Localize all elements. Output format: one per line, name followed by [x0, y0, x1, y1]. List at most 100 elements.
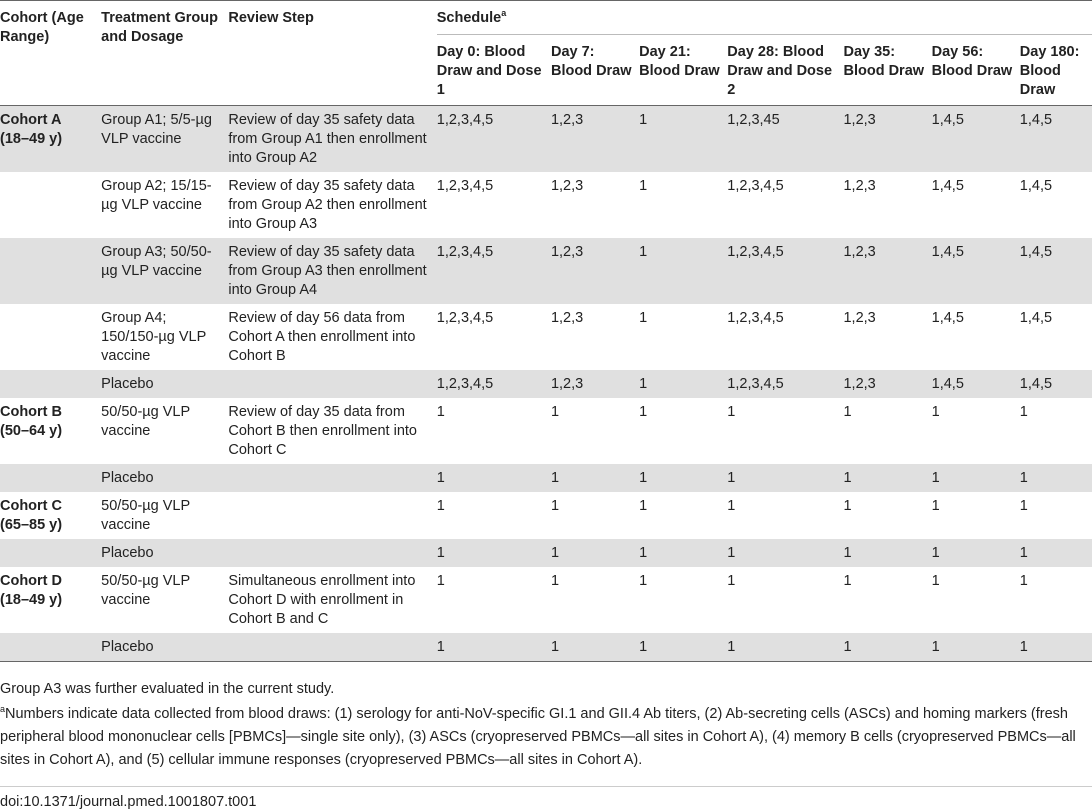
header-treatment: Treatment Group and Dosage — [93, 0, 229, 106]
schedule-cell: 1,2,3,4,5 — [436, 178, 494, 194]
schedule-cell: 1,2,3 — [843, 178, 876, 194]
header-day-0: Day 0: Blood Draw and Dose 1 — [436, 34, 551, 106]
schedule-cell: 1 — [436, 404, 445, 420]
schedule-footnote-marker: a — [501, 8, 507, 19]
schedule-cell: 1 — [727, 633, 844, 662]
schedule-cell: 1,4,5 — [931, 105, 1020, 172]
schedule-cell: 1,4,5 — [931, 238, 1020, 304]
study-note: Group A3 was further evaluated in the cu… — [0, 681, 335, 697]
review-cell — [228, 464, 437, 492]
cohort-cell: Cohort B (50–64 y) — [0, 404, 63, 439]
schedule-cell: 1 — [727, 539, 844, 567]
doi-line: doi:10.1371/journal.pmed.1001807.t001 — [0, 786, 1092, 812]
treatment-cell: 50/50-µg VLP vaccine — [101, 498, 190, 533]
schedule-cell: 1 — [639, 464, 728, 492]
schedule-cell: 1 — [639, 238, 728, 304]
table-body: Cohort A (18–49 y) Group A1; 5/5-µg VLP v… — [0, 105, 1092, 662]
treatment-cell: 50/50-µg VLP vaccine — [101, 573, 190, 608]
schedule-cell: 1 — [1019, 539, 1092, 567]
cohort-cell — [0, 370, 94, 398]
schedule-cell: 1,2,3 — [843, 310, 876, 326]
treatment-cell: Group A2; 15/15-µg VLP vaccine — [101, 178, 212, 213]
schedule-cell: 1 — [931, 498, 940, 514]
schedule-cell: 1 — [550, 539, 640, 567]
schedule-cell: 1 — [436, 498, 445, 514]
review-cell: Review of day 35 data from Cohort B then… — [228, 404, 417, 458]
schedule-cell: 1 — [1019, 464, 1092, 492]
cohort-cell: Cohort A (18–49 y) — [0, 105, 94, 172]
schedule-cell: 1,4,5 — [1019, 178, 1053, 194]
schedule-cell: 1 — [550, 633, 640, 662]
schedule-cell: 1 — [436, 464, 551, 492]
treatment-cell: Placebo — [93, 633, 229, 662]
review-cell — [228, 492, 436, 539]
schedule-cell: 1,4,5 — [1019, 105, 1092, 172]
schedule-cell: 1 — [931, 404, 940, 420]
schedule-cell: 1,2,3 — [843, 105, 932, 172]
schedule-cell: 1,4,5 — [931, 178, 964, 194]
footnote-text: Numbers indicate data collected from blo… — [0, 706, 1076, 768]
header-day-35: Day 35: Blood Draw — [843, 34, 932, 106]
review-cell: Review of day 35 safety data from Group … — [228, 105, 437, 172]
schedule-cell: 1 — [727, 464, 844, 492]
schedule-cell: 1 — [1019, 633, 1092, 662]
review-cell — [228, 633, 437, 662]
schedule-cell: 1,2,3 — [550, 105, 640, 172]
table-row: Placebo 1 1 1 1 1 1 1 — [0, 464, 1092, 492]
schedule-cell: 1 — [550, 498, 560, 514]
table-row: Group A3; 50/50-µg VLP vaccine Review of … — [0, 238, 1092, 304]
cohort-cell — [0, 304, 93, 370]
table-notes: Group A3 was further evaluated in the cu… — [0, 678, 1092, 772]
header-day-28: Day 28: Blood Draw and Dose 2 — [727, 34, 844, 106]
schedule-cell: 1 — [1019, 404, 1028, 420]
schedule-cell: 1,2,3,4,5 — [436, 105, 551, 172]
schedule-cell: 1 — [1019, 573, 1028, 589]
schedule-cell: 1 — [436, 573, 445, 589]
review-cell — [228, 370, 437, 398]
schedule-cell: 1 — [931, 573, 940, 589]
schedule-table: Cohort (Age Range) Treatment Group and D… — [0, 0, 1092, 662]
cohort-cell — [0, 539, 94, 567]
table-row: Cohort B (50–64 y) 50/50-µg VLP vaccine Re… — [0, 398, 1092, 464]
table-row: Cohort D (18–49 y) 50/50-µg VLP vaccine Si… — [0, 567, 1092, 633]
schedule-cell: 1,2,3,4,5 — [727, 310, 784, 326]
table-row: Group A2; 15/15-µg VLP vaccine Review of … — [0, 172, 1092, 238]
table-row: Placebo 1 1 1 1 1 1 1 — [0, 633, 1092, 662]
schedule-cell: 1,2,3 — [550, 370, 640, 398]
schedule-cell: 1 — [639, 633, 728, 662]
schedule-cell: 1 — [931, 464, 1020, 492]
schedule-cell: 1,2,3,45 — [727, 105, 844, 172]
schedule-cell: 1,2,3 — [843, 238, 932, 304]
schedule-cell: 1,2,3 — [550, 310, 584, 326]
table-row: Cohort C (65–85 y) 50/50-µg VLP vaccine 1 1… — [0, 492, 1092, 539]
schedule-cell: 1,4,5 — [1019, 370, 1092, 398]
schedule-cell: 1,2,3 — [550, 178, 584, 194]
review-cell — [228, 539, 437, 567]
schedule-cell: 1,2,3 — [550, 238, 640, 304]
cohort-cell: Cohort D (18–49 y) — [0, 573, 63, 608]
treatment-cell: Group A1; 5/5-µg VLP vaccine — [93, 105, 229, 172]
schedule-cell: 1 — [931, 633, 1020, 662]
header-day-21: Day 21: Blood Draw — [639, 34, 728, 106]
header-schedule: Schedulea — [436, 0, 1092, 35]
header-day-180: Day 180: Blood Draw — [1019, 34, 1092, 106]
table-row: Placebo 1 1 1 1 1 1 1 — [0, 539, 1092, 567]
header-day-56: Day 56: Blood Draw — [931, 34, 1020, 106]
treatment-cell: Group A3; 50/50-µg VLP vaccine — [93, 238, 229, 304]
schedule-cell: 1 — [639, 178, 648, 194]
schedule-cell: 1 — [436, 539, 551, 567]
treatment-cell: 50/50-µg VLP vaccine — [101, 404, 190, 439]
treatment-cell: Placebo — [93, 464, 229, 492]
cohort-cell — [0, 172, 93, 238]
schedule-cell: 1,2,3,4,5 — [436, 310, 494, 326]
cohort-cell — [0, 633, 94, 662]
schedule-cell: 1 — [550, 573, 560, 589]
treatment-cell: Placebo — [93, 370, 229, 398]
schedule-cell: 1 — [727, 404, 736, 420]
schedule-cell: 1 — [1019, 498, 1028, 514]
schedule-cell: 1,2,3,4,5 — [727, 370, 844, 398]
schedule-cell: 1 — [931, 539, 1020, 567]
footnote-marker: a — [0, 704, 6, 715]
schedule-cell: 1 — [639, 539, 728, 567]
schedule-cell: 1 — [843, 573, 852, 589]
